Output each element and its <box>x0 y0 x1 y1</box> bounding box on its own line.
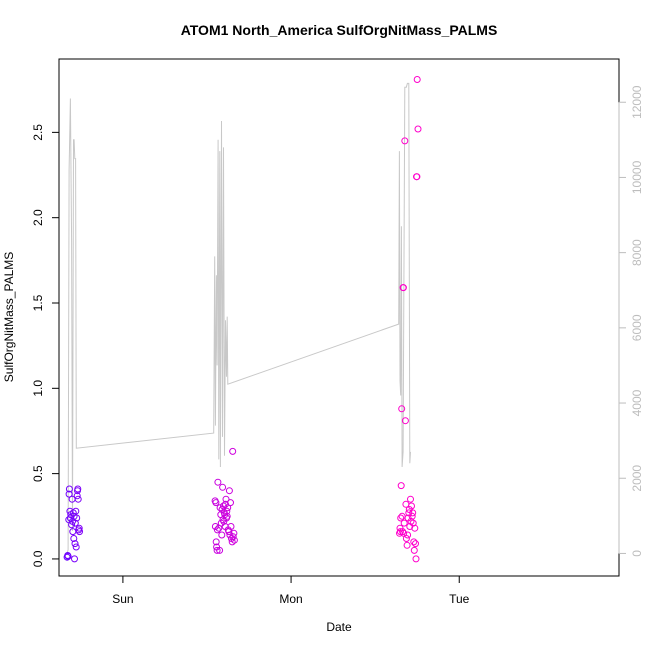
data-point <box>412 540 419 548</box>
data-point <box>72 507 80 515</box>
data-point <box>409 509 417 517</box>
data-point <box>410 546 418 554</box>
data-point <box>397 482 405 490</box>
x-axis: Sun Mon Tue <box>112 575 470 606</box>
data-point <box>414 125 422 133</box>
data-point <box>228 538 236 546</box>
data-point <box>230 536 238 544</box>
x-tick-label: Sun <box>112 592 133 606</box>
y-tick-label: 0.5 <box>31 465 45 482</box>
y2-tick-label: 2000 <box>630 465 644 492</box>
y-tick-label: 1.5 <box>31 294 45 311</box>
data-point <box>213 546 221 554</box>
data-point <box>212 538 220 546</box>
data-point <box>223 507 231 515</box>
line-series <box>66 82 411 554</box>
data-point <box>407 517 415 525</box>
data-point <box>68 521 76 529</box>
data-point <box>227 499 234 507</box>
data-point <box>403 541 411 549</box>
data-point <box>413 76 421 83</box>
data-point <box>229 447 237 455</box>
data-point <box>74 485 82 493</box>
data-point <box>407 495 414 503</box>
data-point <box>73 492 81 500</box>
data-point <box>71 555 78 563</box>
data-point <box>401 417 409 425</box>
series-line <box>66 82 411 554</box>
data-point <box>65 485 73 493</box>
y-tick-label: 2.0 <box>31 209 45 226</box>
y-axis-right: 0 2000 4000 6000 8000 10000 12000 <box>618 85 644 557</box>
data-point <box>212 499 220 507</box>
y-axis-label: SulfOrgNitMass_PALMS <box>2 252 16 382</box>
y2-tick-label: 6000 <box>630 314 644 341</box>
y2-tick-label: 0 <box>630 550 644 557</box>
data-point <box>413 173 421 181</box>
point-series <box>63 76 422 563</box>
data-point <box>399 284 407 292</box>
y2-tick-label: 8000 <box>630 239 644 266</box>
data-point <box>224 504 232 512</box>
data-point <box>226 531 234 539</box>
data-point <box>408 502 415 510</box>
data-point <box>401 137 409 145</box>
x-tick-label: Mon <box>279 592 302 606</box>
data-point <box>76 528 83 536</box>
data-point <box>72 543 80 551</box>
data-point <box>398 405 406 413</box>
data-point <box>223 512 231 520</box>
data-point <box>411 524 419 532</box>
data-point <box>71 519 79 527</box>
data-point <box>399 528 407 536</box>
data-point <box>225 487 233 495</box>
data-point <box>216 546 224 554</box>
data-point <box>222 495 230 503</box>
data-point <box>64 552 72 560</box>
data-point <box>412 555 420 563</box>
chart-title: ATOM1 North_America SulfOrgNitMass_PALMS <box>181 22 498 38</box>
data-point <box>218 531 226 539</box>
data-point <box>397 514 405 522</box>
data-point <box>211 523 219 530</box>
data-point <box>227 523 235 530</box>
y-tick-label: 2.5 <box>31 124 45 141</box>
data-point <box>396 528 404 536</box>
y-axis-left: 0.0 0.5 1.0 1.5 2.0 2.5 <box>31 124 60 567</box>
y2-tick-label: 12000 <box>630 85 644 119</box>
data-point <box>400 519 408 527</box>
data-point <box>65 490 73 498</box>
data-point <box>220 502 227 510</box>
data-point <box>404 531 412 539</box>
data-point <box>410 538 418 546</box>
data-point <box>214 478 222 486</box>
x-axis-label: Date <box>326 620 352 634</box>
data-point <box>75 524 83 532</box>
y2-tick-label: 10000 <box>630 160 644 194</box>
data-point <box>73 514 81 522</box>
data-point <box>229 533 237 541</box>
y-tick-label: 0.0 <box>31 550 45 567</box>
data-point <box>402 535 410 542</box>
x-tick-label: Tue <box>449 592 470 606</box>
data-point <box>213 526 221 534</box>
data-point <box>408 512 416 520</box>
data-point <box>70 535 78 542</box>
data-point <box>219 483 227 491</box>
y2-tick-label: 4000 <box>630 389 644 416</box>
data-point <box>230 529 238 537</box>
data-point <box>71 540 79 548</box>
data-point <box>74 495 82 503</box>
data-point <box>216 504 224 512</box>
y-tick-label: 1.0 <box>31 380 45 397</box>
